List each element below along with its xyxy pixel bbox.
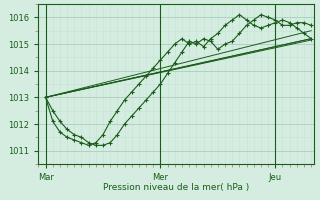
X-axis label: Pression niveau de la mer( hPa ): Pression niveau de la mer( hPa ) xyxy=(103,183,249,192)
